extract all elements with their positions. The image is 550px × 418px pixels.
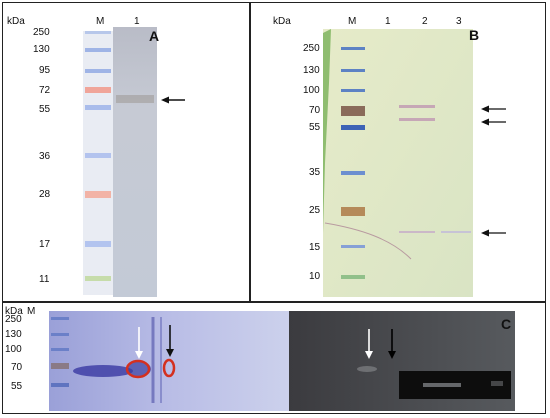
- ladder-label: 55: [309, 122, 321, 133]
- ladder-label: 55: [11, 381, 23, 392]
- marker-lane-label-b: M: [348, 16, 357, 27]
- lane-2-bands: [399, 105, 435, 233]
- kda-label-c: kDa: [5, 306, 23, 317]
- band-arrow-a: [161, 96, 185, 104]
- lane-label-b: 1: [385, 16, 391, 27]
- ladder-label: 10: [309, 271, 321, 282]
- band-arrow-black-c: [166, 325, 174, 357]
- gel-a-image: [83, 27, 185, 297]
- ladder-label: 72: [39, 85, 51, 96]
- kda-label-b: kDa: [273, 16, 291, 27]
- lane-label-b: 2: [422, 16, 428, 27]
- ladder-label: 100: [5, 344, 22, 355]
- protein-spot-smear: [73, 365, 133, 377]
- band-arrows-b: [481, 105, 506, 237]
- ladder-label: 11: [39, 274, 50, 285]
- protein-band: [116, 95, 154, 103]
- protein-spot: [127, 361, 151, 377]
- panel-b-tag: B: [469, 27, 480, 43]
- ladder-label: 15: [309, 242, 321, 253]
- lane-label-b: 3: [456, 16, 462, 27]
- marker-lane-label-c: M: [27, 306, 36, 317]
- panel-b: kDa M 1 2 3 B 250 130 100 70 55 35 25 15…: [250, 2, 546, 302]
- ladder-label: 35: [309, 167, 321, 178]
- marker-ladder-c: [51, 317, 69, 387]
- highlight-ellipse: [162, 358, 176, 378]
- band-arrow-black-c2: [388, 329, 396, 359]
- ladder-label: 250: [33, 27, 50, 38]
- ladder-label: 100: [303, 85, 320, 96]
- panel-a-tag: A: [149, 28, 160, 44]
- ladder-label: 250: [5, 314, 22, 325]
- sample-lane-label-a: 1: [134, 16, 140, 27]
- ladder-label: 28: [39, 189, 51, 200]
- ladder-label: 70: [11, 362, 23, 373]
- marker-ladder-a: [85, 31, 111, 281]
- ladder-label: 36: [39, 151, 51, 162]
- panel-c-tag: C: [501, 316, 512, 332]
- blot-c-image: [49, 311, 515, 411]
- panel-a: kDa M 1 A 250 130 95 72 55 36 28 17 11: [2, 2, 250, 302]
- kda-label-a: kDa: [7, 16, 25, 27]
- ladder-label: 250: [303, 43, 320, 54]
- gel-b-image: [323, 29, 506, 297]
- band-arrow-white-c: [135, 327, 143, 359]
- highlight-ellipse: [125, 359, 151, 379]
- ladder-label: 17: [39, 239, 51, 250]
- ladder-label: 130: [303, 65, 320, 76]
- ladder-label: 130: [33, 44, 50, 55]
- ladder-label: 95: [39, 65, 51, 76]
- band-arrow-white-c2: [365, 329, 373, 359]
- ladder-label: 70: [309, 105, 321, 116]
- ladder-label: 55: [39, 104, 51, 115]
- marker-lane-label-a: M: [96, 16, 105, 27]
- ladder-label: 25: [309, 205, 321, 216]
- sample-lane-1: [113, 27, 157, 297]
- panel-c: kDa M C 250 130 100 70 55: [2, 302, 546, 414]
- marker-ladder-b: [341, 47, 365, 279]
- ladder-label: 130: [5, 329, 22, 340]
